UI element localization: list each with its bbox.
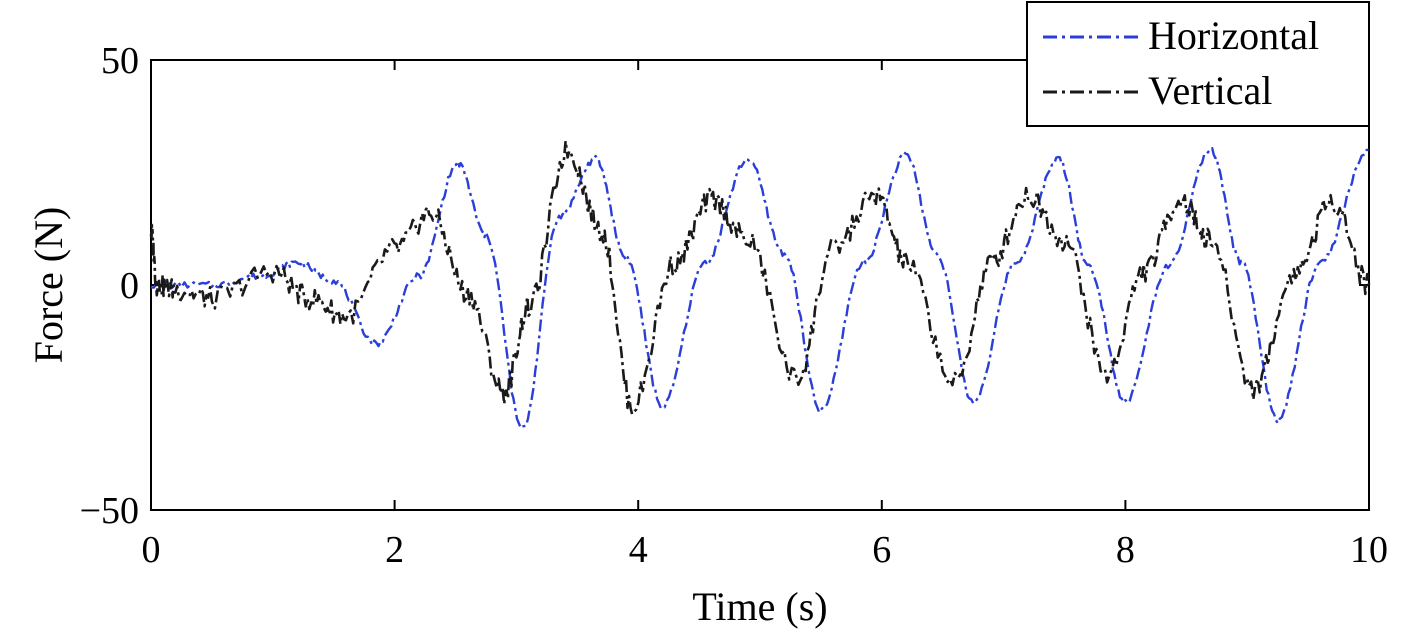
legend-label-horizontal: Horizontal [1148,13,1319,58]
series-line-horizontal [150,146,1370,430]
x-tick-label: 8 [1116,529,1135,571]
series-line-vertical [149,139,1371,416]
series-layer [149,139,1371,430]
x-tick-label: 2 [385,529,404,571]
y-tick-label: 0 [120,265,139,307]
legend: Horizontal Vertical [1026,1,1370,127]
x-tick-label: 6 [872,529,891,571]
plot-area [150,59,1370,511]
x-axis-label: Time (s) [692,584,827,629]
y-tick-label: −50 [80,490,139,532]
legend-label-vertical: Vertical [1148,68,1272,113]
x-tick-label: 4 [629,529,648,571]
y-tick-label: 50 [101,40,139,82]
x-tick-label: 0 [142,529,161,571]
legend-box [1026,1,1370,127]
y-axis-label: Force (N) [26,207,71,364]
x-tick-label: 10 [1350,529,1388,571]
